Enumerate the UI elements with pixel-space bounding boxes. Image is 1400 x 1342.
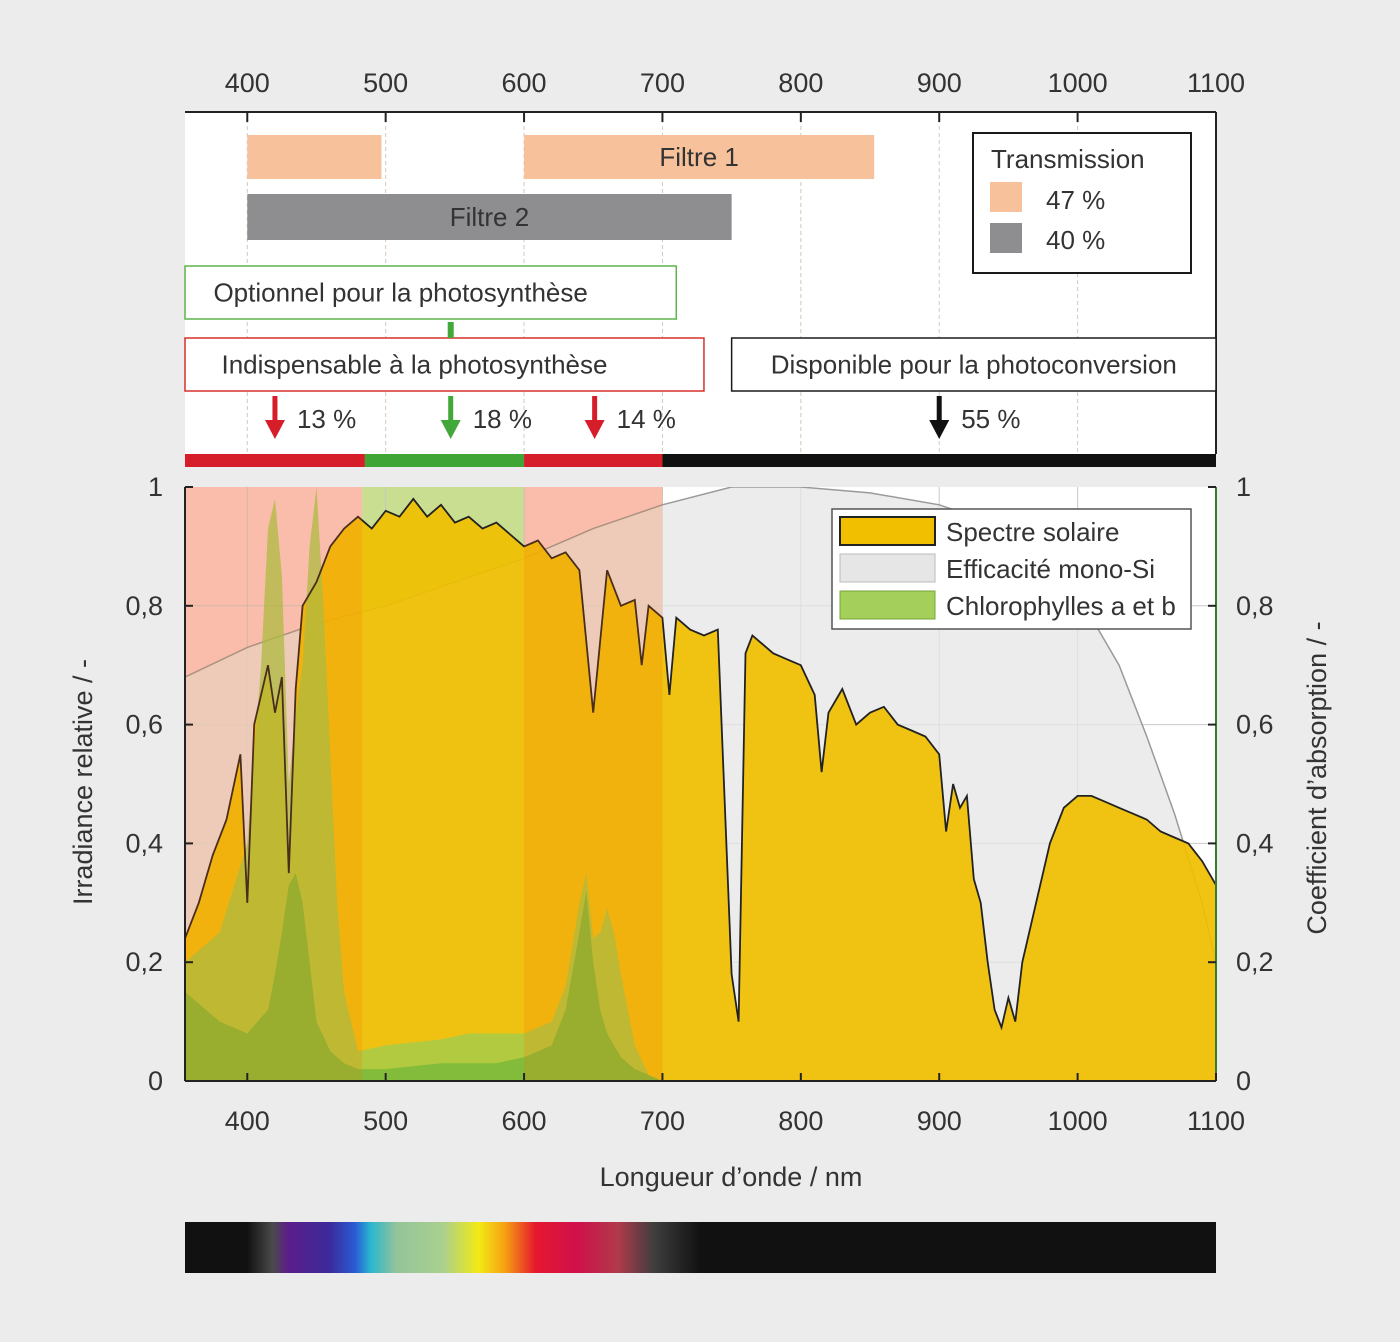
region-label: Disponible pour la photoconversion bbox=[771, 350, 1177, 380]
region-box bbox=[184, 337, 705, 392]
filter-2-band bbox=[247, 194, 732, 240]
bottom-x-tick-label: 900 bbox=[917, 1106, 962, 1136]
right-y-tick-label: 0,6 bbox=[1236, 710, 1274, 740]
top-x-tick-label: 800 bbox=[778, 68, 823, 98]
legend-label-mono-si: Efficacité mono-Si bbox=[946, 554, 1155, 584]
right-y-tick-label: 0 bbox=[1236, 1066, 1251, 1096]
legend-label-solar-spectrum: Spectre solaire bbox=[946, 517, 1119, 547]
chlorophyll-b-area bbox=[185, 873, 663, 1081]
range-bar-segment bbox=[524, 454, 663, 467]
share-arrow-label: 55 % bbox=[961, 404, 1020, 434]
y-axes: 0 0 0,2 0,2 0,4 0,4 0,6 0,6 0,8 0,8 1 1 bbox=[125, 472, 1273, 1096]
solar-spectrum-line bbox=[185, 497, 1216, 1031]
transmission-value-filter-2: 40 % bbox=[1046, 225, 1105, 255]
right-y-tick-label: 0,2 bbox=[1236, 947, 1274, 977]
transmission-legend: Transmission 47 % 40 % bbox=[972, 132, 1192, 274]
range-bar-segment bbox=[185, 454, 365, 467]
left-y-tick-label: 0,6 bbox=[125, 710, 163, 740]
range-bar-segment bbox=[364, 454, 525, 467]
top-x-tick-label: 900 bbox=[917, 68, 962, 98]
bottom-x-tick-label: 400 bbox=[225, 1106, 270, 1136]
legend-swatch-mono-si bbox=[839, 553, 936, 583]
right-y-tick-label: 0,4 bbox=[1236, 828, 1274, 858]
plot-frame bbox=[184, 487, 1217, 1082]
right-y-tick-label: 1 bbox=[1236, 472, 1251, 502]
range-bar-segment bbox=[662, 454, 1216, 467]
share-arrow: 14 % bbox=[584, 396, 676, 439]
share-arrow: 55 % bbox=[929, 396, 1020, 439]
visible-spectrum-bar bbox=[185, 1222, 1216, 1273]
band-overlays bbox=[185, 487, 663, 1081]
share-arrow-label: 18 % bbox=[473, 404, 532, 434]
region-label: Indispensable à la photosynthèse bbox=[222, 350, 608, 380]
chart-legend: Spectre solaire Efficacité mono-Si Chlor… bbox=[831, 508, 1192, 630]
region-box bbox=[184, 265, 678, 320]
transmission-swatch-filter-1 bbox=[990, 182, 1022, 212]
top-x-tick-label: 1100 bbox=[1187, 68, 1245, 98]
optional-connector bbox=[447, 322, 454, 338]
solar-spectrum-area bbox=[185, 498, 1216, 1081]
legend-swatch-solar-spectrum bbox=[839, 516, 936, 546]
share-arrows: 13 % 18 % 14 % 55 % bbox=[264, 396, 1020, 439]
left-y-tick-label: 0,2 bbox=[125, 947, 163, 977]
right-y-tick-label: 0,8 bbox=[1236, 591, 1274, 621]
bottom-x-tick-label: 800 bbox=[778, 1106, 823, 1136]
data-series bbox=[185, 487, 1216, 1081]
share-arrow: 13 % bbox=[264, 396, 356, 439]
bottom-x-axis: 400 500 600 700 800 900 1000 1100 bbox=[225, 1073, 1245, 1136]
left-y-tick-label: 0,8 bbox=[125, 591, 163, 621]
range-color-bar bbox=[185, 454, 1216, 467]
top-x-tick-label: 500 bbox=[363, 68, 408, 98]
photosynthesis-regions: Optionnel pour la photosynthèse Indispens… bbox=[184, 265, 1217, 392]
share-arrow-label: 14 % bbox=[617, 404, 676, 434]
bottom-x-tick-label: 700 bbox=[640, 1106, 685, 1136]
x-axis-title: Longueur d’onde / nm bbox=[600, 1162, 863, 1192]
bottom-x-tick-label: 500 bbox=[363, 1106, 408, 1136]
filter-bars: Filtre 1 Filtre 2 bbox=[247, 135, 875, 240]
transmission-value-filter-1: 47 % bbox=[1046, 185, 1105, 215]
top-x-tick-label: 400 bbox=[225, 68, 270, 98]
transmission-swatch-filter-2 bbox=[990, 223, 1022, 253]
band-overlay bbox=[185, 487, 363, 1081]
region-box bbox=[730, 337, 1217, 392]
bottom-x-tick-label: 1000 bbox=[1048, 1106, 1108, 1136]
filter-1-band bbox=[524, 135, 875, 179]
top-x-axis: 400 500 600 700 800 900 1000 1100 bbox=[185, 68, 1245, 454]
y-axis-title-left: Irradiance relative / - bbox=[68, 659, 98, 905]
left-y-tick-label: 1 bbox=[148, 472, 163, 502]
top-x-tick-label: 700 bbox=[640, 68, 685, 98]
bottom-x-tick-label: 600 bbox=[502, 1106, 547, 1136]
filter-1-band bbox=[247, 135, 382, 179]
bottom-x-tick-label: 1100 bbox=[1187, 1106, 1245, 1136]
filter-1-label: Filtre 1 bbox=[659, 142, 738, 172]
share-arrow-label: 13 % bbox=[297, 404, 356, 434]
legend-label-chlorophyll: Chlorophylles a et b bbox=[946, 591, 1176, 621]
transmission-legend-title: Transmission bbox=[991, 144, 1145, 174]
filter-2-label: Filtre 2 bbox=[450, 202, 529, 232]
top-x-tick-label: 1000 bbox=[1048, 68, 1108, 98]
left-y-tick-label: 0 bbox=[148, 1066, 163, 1096]
legend-swatch-chlorophyll bbox=[839, 590, 936, 620]
left-y-tick-label: 0,4 bbox=[125, 828, 163, 858]
share-arrow: 18 % bbox=[440, 396, 532, 439]
region-label: Optionnel pour la photosynthèse bbox=[213, 278, 587, 308]
top-x-tick-label: 600 bbox=[502, 68, 547, 98]
y-axis-title-right: Coefficient d’absorption / - bbox=[1302, 621, 1332, 934]
band-overlay bbox=[524, 487, 663, 1081]
